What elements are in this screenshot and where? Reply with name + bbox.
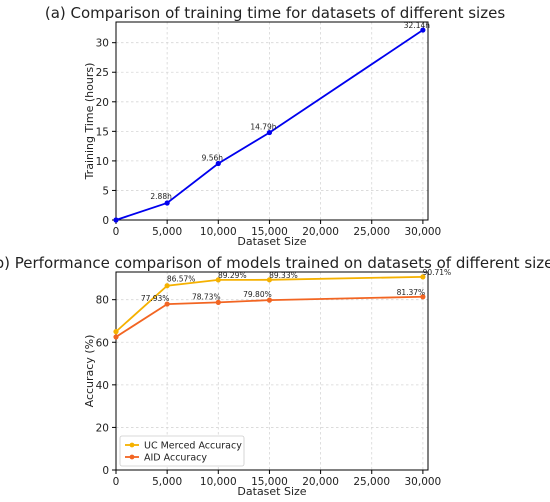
- y-axis-label: Accuracy (%): [83, 335, 96, 408]
- x-tick-label: 10,000: [200, 226, 237, 238]
- x-tick-label: 30,000: [405, 226, 442, 238]
- y-tick-label: 80: [96, 295, 109, 307]
- x-tick-label: 15,000: [251, 226, 288, 238]
- data-point: [266, 277, 273, 283]
- data-label: 81.37%: [397, 288, 426, 297]
- data-point: [113, 329, 119, 335]
- x-tick-label: 20,000: [302, 476, 339, 488]
- y-tick-label: 0: [102, 465, 109, 477]
- x-axis-label: Dataset Size: [237, 235, 306, 248]
- y-tick-label: 15: [96, 126, 109, 138]
- legend-box: [119, 435, 245, 467]
- legend-swatch-marker: [129, 454, 135, 460]
- y-axis-label: Training Time (hours): [83, 63, 96, 181]
- data-point: [164, 283, 170, 289]
- data-point: [113, 334, 119, 340]
- data-point: [420, 27, 426, 33]
- data-label: 89.29%: [218, 271, 247, 280]
- data-label: 77.93%: [141, 294, 170, 303]
- data-label: 32.14h: [404, 21, 430, 30]
- y-tick-label: 5: [102, 185, 109, 197]
- data-point: [215, 277, 221, 283]
- y-tick-label: 30: [96, 38, 109, 50]
- y-tick-label: 10: [96, 156, 109, 168]
- chart-title: (b) Performance comparison of models tra…: [0, 254, 550, 272]
- x-tick-label: 10,000: [200, 476, 237, 488]
- x-tick-label: 20,000: [302, 226, 339, 238]
- data-point: [420, 294, 426, 300]
- data-point: [266, 129, 273, 136]
- data-label: 14.79h: [250, 123, 276, 132]
- chart-title: (a) Comparison of training time for data…: [45, 4, 505, 22]
- data-label: 86.57%: [167, 275, 196, 284]
- y-tick-label: 0: [102, 215, 109, 227]
- x-tick-label: 0: [113, 476, 120, 488]
- y-tick-label: 60: [96, 337, 109, 349]
- y-tick-label: 25: [96, 67, 109, 79]
- x-tick-label: 5,000: [152, 476, 182, 488]
- legend-swatch-marker: [129, 442, 135, 448]
- data-point: [215, 160, 221, 167]
- x-tick-label: 5,000: [152, 226, 182, 238]
- x-tick-label: 25,000: [353, 226, 390, 238]
- data-label: 89.33%: [269, 271, 298, 280]
- x-tick-label: 25,000: [353, 476, 390, 488]
- data-label: 2.88h: [150, 192, 172, 201]
- data-point: [215, 299, 221, 305]
- data-point: [113, 217, 119, 223]
- data-point: [164, 200, 170, 206]
- x-tick-label: 30,000: [405, 476, 442, 488]
- chart-panel-training-time: (a) Comparison of training time for data…: [45, 4, 505, 248]
- data-label: 9.56h: [202, 153, 224, 162]
- data-label: 79.80%: [243, 290, 272, 299]
- chart-panel-accuracy: (b) Performance comparison of models tra…: [0, 254, 550, 498]
- legend-entry: UC Merced Accuracy: [144, 441, 242, 452]
- data-point: [266, 297, 273, 303]
- y-tick-label: 20: [96, 422, 109, 434]
- data-label: 90.71%: [423, 268, 452, 277]
- data-point: [420, 274, 426, 280]
- y-tick-label: 20: [96, 97, 109, 109]
- plot-frame: [115, 271, 429, 471]
- x-axis-label: Dataset Size: [237, 485, 306, 498]
- plot-frame: [115, 21, 429, 221]
- x-tick-label: 15,000: [251, 476, 288, 488]
- x-tick-label: 0: [113, 226, 120, 238]
- data-label: 78.73%: [192, 292, 221, 301]
- y-tick-label: 40: [96, 380, 109, 392]
- legend-entry: AID Accuracy: [144, 453, 207, 464]
- data-point: [164, 301, 170, 307]
